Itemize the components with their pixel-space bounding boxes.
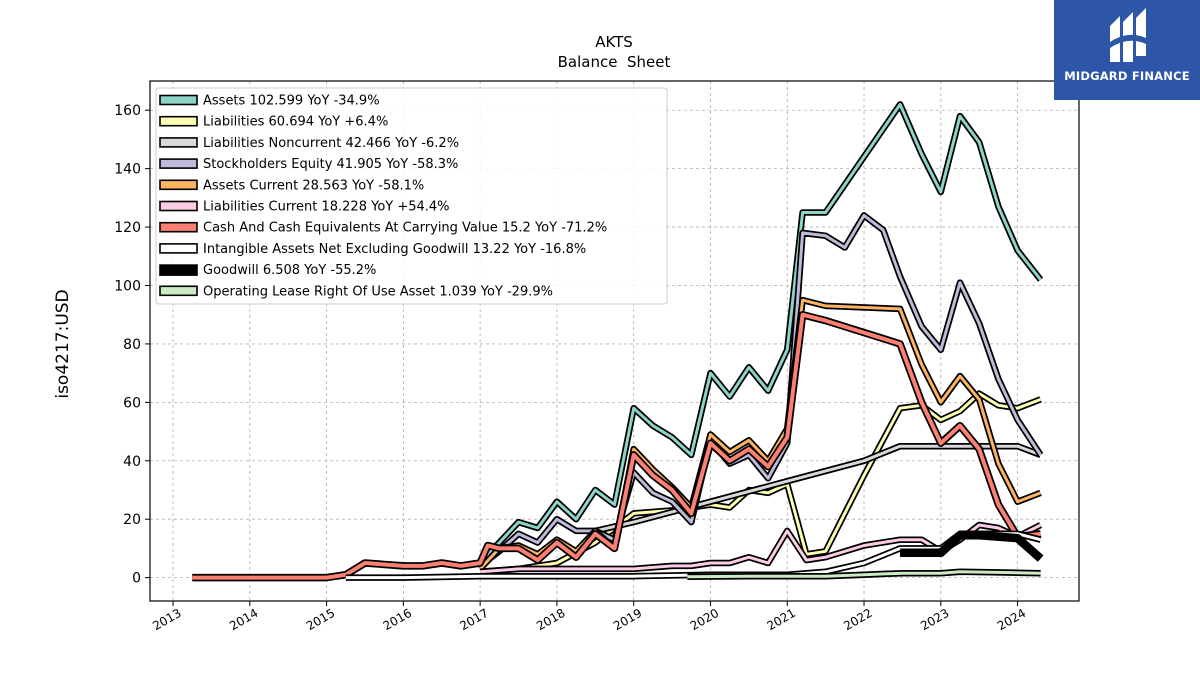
series-line — [687, 570, 1041, 579]
legend-entry-label: Operating Lease Right Of Use Asset 1.039… — [203, 284, 553, 299]
legend-swatch — [159, 285, 198, 297]
y-tick-label: 160 — [114, 103, 141, 119]
legend-entry-label: Cash And Cash Equivalents At Carrying Va… — [203, 221, 607, 236]
brand-logo: MIDGARD FINANCE — [1054, 0, 1200, 100]
legend: Assets 102.599 YoY -34.9% Liabilities 60.… — [155, 87, 668, 305]
x-tick-label: 2022 — [841, 606, 874, 633]
x-tick-label: 2018 — [534, 606, 567, 633]
legend-swatch — [159, 221, 198, 233]
y-tick-label: 20 — [123, 512, 141, 528]
legend-box — [155, 87, 668, 305]
y-axis-label: iso4217:USD — [53, 289, 73, 398]
series-assets-current — [477, 296, 1042, 572]
x-tick-label: 2021 — [765, 606, 798, 633]
legend-entry-label: Liabilities 60.694 YoY +6.4% — [203, 115, 388, 130]
legend-swatch — [159, 243, 198, 254]
legend-swatch — [159, 200, 198, 212]
legend-swatch — [159, 115, 198, 127]
series-operating-lease-right-of-use-asset — [687, 568, 1041, 581]
series-stockholders-equity — [478, 212, 1044, 569]
series-outline — [477, 296, 1042, 572]
y-tick-label: 40 — [123, 454, 141, 470]
legend-entry-label: Assets Current 28.563 YoY -58.1% — [203, 178, 424, 193]
legend-entry-label: Liabilities Current 18.228 YoY +54.4% — [203, 200, 450, 215]
legend-swatch — [159, 137, 198, 148]
series-line — [900, 532, 1043, 561]
x-tick-label: 2017 — [457, 606, 490, 633]
series-line — [192, 312, 1041, 580]
series-layer — [192, 101, 1044, 582]
x-tick-label: 2024 — [995, 606, 1028, 633]
series-liabilities-noncurrent — [594, 442, 1042, 535]
y-tick-label: 100 — [114, 278, 141, 294]
legend-swatch — [159, 264, 198, 276]
x-tick-label: 2014 — [227, 606, 260, 633]
brand-name: MIDGARD FINANCE — [1064, 69, 1190, 83]
legend-swatch — [159, 158, 198, 169]
legend-entry-label: Liabilities Noncurrent 42.466 YoY -6.2% — [203, 136, 459, 151]
x-tick-label: 2016 — [381, 606, 414, 633]
legend-swatch — [159, 179, 198, 191]
series-cash-and-cash-equivalents-at-carrying-value — [192, 310, 1042, 582]
legend-entry-label: Stockholders Equity 41.905 YoY -58.3% — [203, 157, 458, 172]
legend-entry-label: Intangible Assets Net Excluding Goodwill… — [203, 242, 586, 257]
series-goodwill — [900, 531, 1044, 562]
legend-entry-label: Goodwill 6.508 YoY -55.2% — [203, 263, 376, 278]
legend-entry-label: Assets 102.599 YoY -34.9% — [203, 94, 380, 109]
y-tick-label: 80 — [123, 337, 141, 353]
legend-swatch — [159, 94, 198, 106]
x-tick-label: 2015 — [304, 606, 337, 633]
plot-frame — [149, 80, 1080, 602]
x-tick-label: 2013 — [150, 606, 183, 633]
chart-title: AKTS — [595, 33, 633, 51]
y-tick-label: 120 — [114, 220, 141, 236]
y-tick-label: 140 — [114, 162, 141, 178]
series-line — [479, 298, 1042, 570]
x-tick-label: 2019 — [611, 606, 644, 633]
y-tick-label: 60 — [123, 395, 141, 411]
series-line — [479, 213, 1042, 568]
series-line — [594, 444, 1042, 533]
x-tick-label: 2023 — [918, 606, 951, 633]
logo-mark-icon — [1110, 8, 1146, 62]
series-assets — [477, 101, 1044, 566]
series-line — [479, 102, 1042, 565]
series-outline — [594, 442, 1042, 535]
y-tick-label: 0 — [132, 571, 141, 587]
x-tick-label: 2020 — [688, 606, 721, 633]
chart-subtitle: Balance Sheet — [558, 53, 671, 71]
